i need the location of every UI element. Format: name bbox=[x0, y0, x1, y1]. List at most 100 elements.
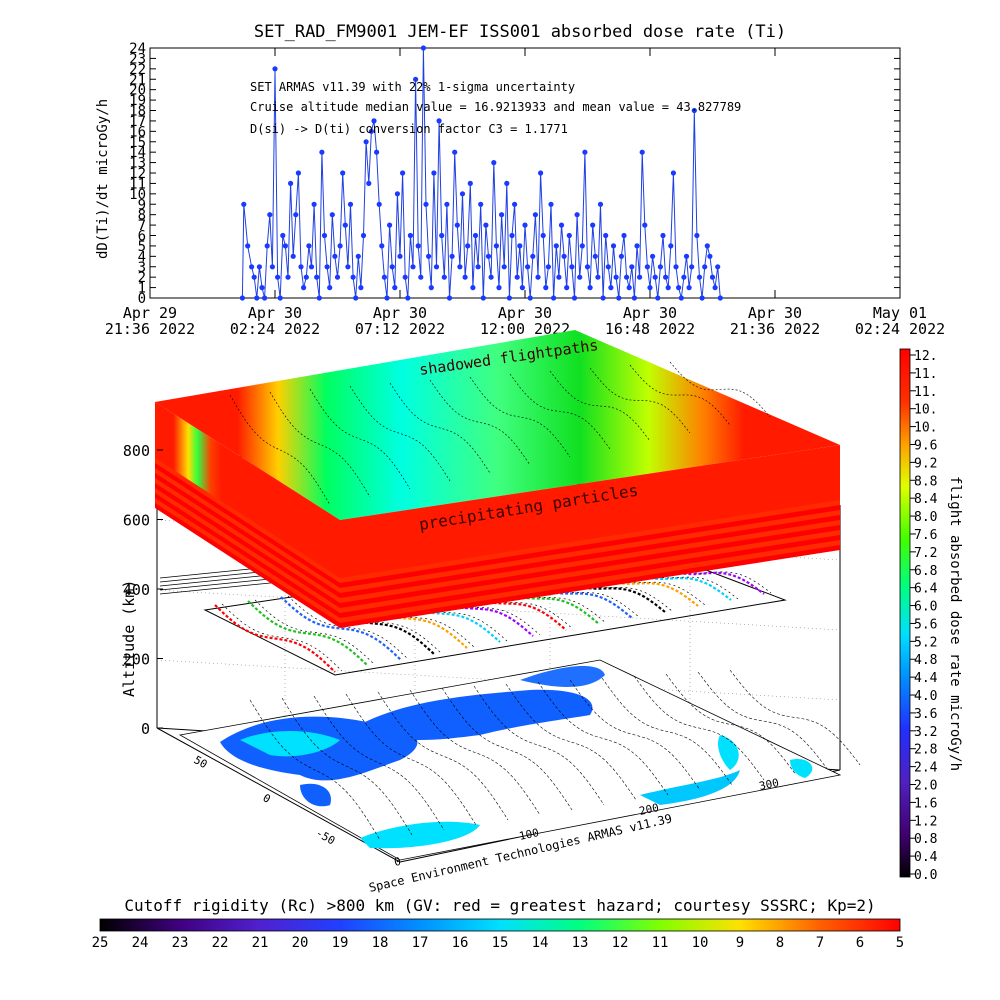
data-point bbox=[624, 274, 630, 280]
cutoff-tick-label: 19 bbox=[331, 935, 349, 951]
data-point bbox=[595, 274, 601, 280]
lat-tick-label: 50 bbox=[192, 753, 210, 771]
orbit-track bbox=[229, 394, 331, 506]
dose-rate-line bbox=[241, 47, 721, 299]
data-point bbox=[259, 285, 265, 291]
data-point bbox=[673, 264, 679, 270]
data-point bbox=[618, 253, 625, 259]
y-tick-label: 6 bbox=[138, 229, 146, 245]
orbit-track bbox=[509, 373, 611, 450]
data-point bbox=[316, 295, 322, 301]
cutoff-tick-label: 25 bbox=[91, 935, 109, 951]
data-point bbox=[504, 180, 510, 186]
lon-tick-label: 100 bbox=[518, 826, 540, 843]
data-point bbox=[319, 149, 325, 155]
data-point bbox=[444, 201, 450, 207]
colorbar-tick-label: 1.6 bbox=[914, 796, 937, 811]
orbit-track bbox=[643, 552, 765, 595]
x-tick-label-time: 16:48 2022 bbox=[605, 320, 695, 338]
orbit-track bbox=[577, 560, 699, 607]
chart-title: SET_RAD_FM9001 JEM-EF ISS001 absorbed do… bbox=[253, 22, 787, 42]
data-point bbox=[717, 295, 723, 301]
orbit-track bbox=[589, 367, 691, 434]
data-point bbox=[405, 295, 411, 301]
data-point bbox=[485, 253, 492, 259]
orbit-track bbox=[584, 559, 706, 606]
orbit-track bbox=[544, 564, 666, 613]
cutoff-tick-label: 10 bbox=[691, 935, 709, 951]
data-point bbox=[670, 170, 677, 176]
data-point bbox=[519, 285, 526, 291]
x-tick-label-date: Apr 30 bbox=[373, 304, 427, 322]
orbit-track bbox=[537, 681, 669, 796]
data-point bbox=[652, 274, 658, 280]
orbit-track bbox=[309, 388, 411, 490]
data-point bbox=[384, 295, 390, 301]
y-tick-label: 12 bbox=[129, 166, 146, 182]
data-point bbox=[285, 274, 291, 280]
data-point bbox=[420, 45, 426, 51]
lon-tick-label: 200 bbox=[638, 801, 660, 818]
data-point bbox=[491, 160, 497, 166]
orbit-track bbox=[389, 382, 491, 474]
data-point bbox=[467, 180, 473, 186]
x-tick-label-time: 07:12 2022 bbox=[355, 320, 445, 338]
data-point bbox=[353, 295, 359, 301]
data-point bbox=[538, 170, 544, 176]
data-point bbox=[295, 170, 301, 176]
data-point bbox=[668, 243, 674, 249]
data-point bbox=[511, 201, 518, 207]
data-point bbox=[462, 274, 468, 280]
data-point bbox=[696, 274, 703, 280]
data-point bbox=[360, 232, 367, 239]
colorbar-tick-label: 1.2 bbox=[914, 814, 937, 829]
cutoff-tick-label: 5 bbox=[895, 935, 905, 951]
data-point bbox=[272, 66, 278, 72]
data-point bbox=[431, 170, 437, 176]
data-point bbox=[665, 285, 671, 291]
orbit-track bbox=[287, 595, 409, 660]
colorbar-tick-label: 8.4 bbox=[914, 492, 938, 507]
data-point bbox=[327, 285, 333, 291]
cutoff-tick-label: 18 bbox=[371, 935, 389, 951]
data-point bbox=[584, 264, 591, 270]
data-point bbox=[459, 191, 466, 197]
data-point bbox=[446, 295, 453, 301]
cutoff-tick-label: 17 bbox=[411, 935, 429, 951]
data-point bbox=[415, 243, 421, 249]
data-point bbox=[303, 274, 309, 280]
y-tick-label: 22 bbox=[129, 62, 146, 78]
data-point bbox=[397, 253, 403, 259]
data-point bbox=[590, 222, 596, 228]
orbit-track bbox=[280, 596, 402, 661]
y-tick-label: 10 bbox=[129, 187, 146, 203]
data-point bbox=[239, 295, 245, 301]
data-point bbox=[566, 232, 572, 239]
cutoff-tick-label: 7 bbox=[815, 935, 825, 951]
colorbar-tick-label: 6.4 bbox=[914, 582, 938, 597]
longitude-ticks: 0 100 200 300 bbox=[393, 776, 780, 869]
data-point bbox=[314, 274, 320, 280]
data-point bbox=[691, 107, 697, 114]
altitude-ticks: 0 200 400 600 800 bbox=[123, 442, 163, 738]
data-point bbox=[262, 295, 268, 301]
data-point bbox=[465, 243, 471, 249]
cutoff-tick-label: 23 bbox=[171, 935, 189, 951]
orbit-track bbox=[505, 683, 637, 801]
colorbar-tick-label: 4.4 bbox=[914, 671, 938, 686]
data-point bbox=[553, 243, 559, 249]
colorbar-tick-label: 11. bbox=[914, 385, 937, 400]
cutoff-tick-label: 8 bbox=[775, 935, 785, 951]
data-point bbox=[715, 264, 721, 270]
colorbar-tick-label: 6.0 bbox=[914, 600, 937, 615]
data-point bbox=[592, 253, 598, 259]
data-point bbox=[600, 295, 606, 301]
data-point bbox=[616, 295, 622, 301]
annotation-conversion: D(si) -> D(ti) conversion factor C3 = 1.… bbox=[250, 122, 568, 136]
data-point bbox=[639, 149, 645, 155]
cutoff-tick-label: 6 bbox=[855, 935, 865, 951]
data-point bbox=[267, 212, 273, 218]
